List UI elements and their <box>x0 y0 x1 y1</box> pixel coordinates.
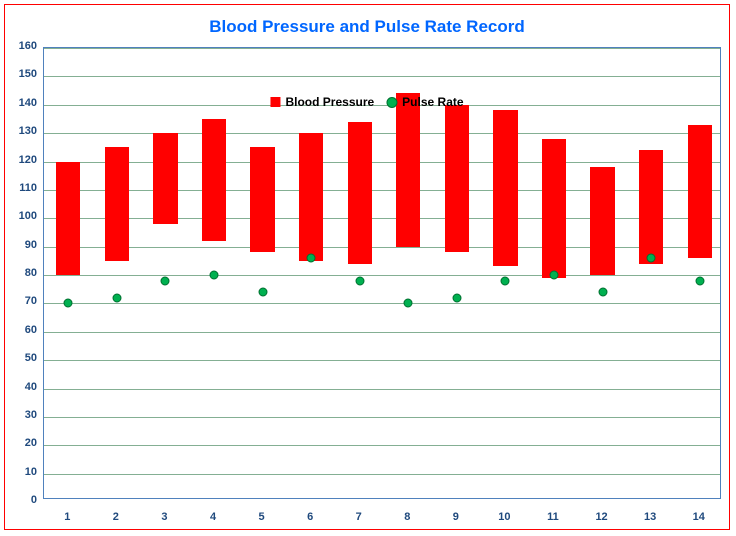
y-tick-label: 0 <box>3 494 37 506</box>
marker-pulse-rate <box>452 293 461 302</box>
bar-blood-pressure <box>56 162 80 276</box>
y-tick-label: 90 <box>3 239 37 251</box>
y-tick-label: 40 <box>3 381 37 393</box>
x-tick-label: 12 <box>582 511 622 523</box>
gridline <box>44 162 720 163</box>
gridline <box>44 247 720 248</box>
x-tick-label: 8 <box>387 511 427 523</box>
x-tick-label: 3 <box>144 511 184 523</box>
bar-blood-pressure <box>250 147 274 252</box>
bar-blood-pressure <box>542 139 566 278</box>
marker-pulse-rate <box>258 288 267 297</box>
legend: Blood Pressure Pulse Rate <box>270 95 463 109</box>
x-tick-label: 10 <box>484 511 524 523</box>
x-tick-label: 14 <box>679 511 719 523</box>
gridline <box>44 275 720 276</box>
y-tick-label: 70 <box>3 295 37 307</box>
gridline <box>44 417 720 418</box>
chart-frame: Blood Pressure and Pulse Rate Record Blo… <box>4 4 730 530</box>
x-tick-label: 13 <box>630 511 670 523</box>
x-tick-label: 2 <box>96 511 136 523</box>
marker-pulse-rate <box>598 288 607 297</box>
legend-label-pulse-rate: Pulse Rate <box>402 95 463 109</box>
bar-blood-pressure <box>396 93 420 246</box>
legend-swatch-blood-pressure <box>270 97 280 107</box>
marker-pulse-rate <box>210 271 219 280</box>
y-tick-label: 60 <box>3 324 37 336</box>
marker-pulse-rate <box>550 271 559 280</box>
gridline <box>44 389 720 390</box>
gridline <box>44 48 720 49</box>
gridline <box>44 474 720 475</box>
bar-blood-pressure <box>590 167 614 275</box>
marker-pulse-rate <box>695 276 704 285</box>
plot-area <box>43 47 721 499</box>
y-tick-label: 100 <box>3 210 37 222</box>
marker-pulse-rate <box>647 253 656 262</box>
bar-blood-pressure <box>688 125 712 258</box>
x-tick-label: 7 <box>339 511 379 523</box>
bar-blood-pressure <box>348 122 372 264</box>
gridline <box>44 133 720 134</box>
marker-pulse-rate <box>307 253 316 262</box>
y-tick-label: 30 <box>3 409 37 421</box>
y-tick-label: 10 <box>3 466 37 478</box>
y-tick-label: 150 <box>3 68 37 80</box>
bar-blood-pressure <box>105 147 129 261</box>
marker-pulse-rate <box>112 293 121 302</box>
marker-pulse-rate <box>404 299 413 308</box>
gridline <box>44 360 720 361</box>
gridline <box>44 190 720 191</box>
gridline <box>44 218 720 219</box>
y-tick-label: 140 <box>3 97 37 109</box>
chart-title: Blood Pressure and Pulse Rate Record <box>5 17 729 37</box>
bar-blood-pressure <box>299 133 323 261</box>
marker-pulse-rate <box>355 276 364 285</box>
y-tick-label: 160 <box>3 40 37 52</box>
x-tick-label: 4 <box>193 511 233 523</box>
marker-pulse-rate <box>501 276 510 285</box>
bar-blood-pressure <box>153 133 177 224</box>
y-tick-label: 50 <box>3 352 37 364</box>
bar-blood-pressure <box>202 119 226 241</box>
marker-pulse-rate <box>64 299 73 308</box>
bar-blood-pressure <box>445 105 469 253</box>
gridline <box>44 76 720 77</box>
bar-blood-pressure <box>493 110 517 266</box>
x-tick-label: 9 <box>436 511 476 523</box>
y-tick-label: 130 <box>3 125 37 137</box>
legend-swatch-pulse-rate <box>386 97 397 108</box>
legend-label-blood-pressure: Blood Pressure <box>285 95 374 109</box>
gridline <box>44 332 720 333</box>
marker-pulse-rate <box>161 276 170 285</box>
y-tick-label: 20 <box>3 437 37 449</box>
x-tick-label: 1 <box>47 511 87 523</box>
bar-blood-pressure <box>639 150 663 264</box>
x-tick-label: 6 <box>290 511 330 523</box>
gridline <box>44 445 720 446</box>
gridline <box>44 303 720 304</box>
y-tick-label: 110 <box>3 182 37 194</box>
legend-item-pulse-rate: Pulse Rate <box>386 95 463 109</box>
legend-item-blood-pressure: Blood Pressure <box>270 95 374 109</box>
x-tick-label: 5 <box>242 511 282 523</box>
x-tick-label: 11 <box>533 511 573 523</box>
y-tick-label: 120 <box>3 154 37 166</box>
y-tick-label: 80 <box>3 267 37 279</box>
